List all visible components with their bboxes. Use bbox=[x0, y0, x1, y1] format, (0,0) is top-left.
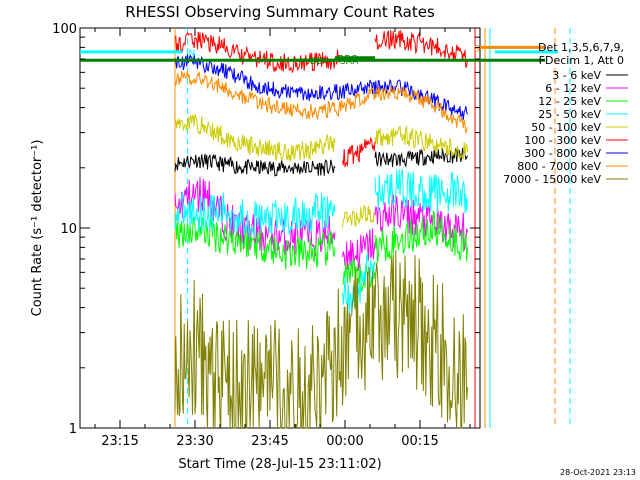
flag-label-5: DE bbox=[310, 57, 323, 67]
chart-title: RHESSI Observing Summary Count Rates bbox=[125, 3, 435, 21]
legend-label-2: 12 - 25 keV bbox=[538, 95, 601, 108]
legend-header-1: FDecim 1, Att 0 bbox=[539, 54, 624, 67]
series-2-segment-2 bbox=[374, 210, 468, 263]
x-tick-label-0: 23:15 bbox=[101, 434, 138, 449]
flag-label-4: RDO bbox=[338, 55, 358, 65]
x-axis-label: Start Time (28-Jul-15 23:11:02) bbox=[178, 457, 381, 472]
series-3-segment-2 bbox=[374, 168, 468, 214]
series-5-segment-2 bbox=[374, 30, 468, 68]
flag-label-0: N bbox=[189, 49, 196, 59]
legend-header-0: Det 1,3,5,6,7,9, bbox=[538, 41, 624, 54]
series-2-segment-0 bbox=[174, 215, 336, 270]
y-tick-label-2: 100 bbox=[52, 22, 77, 37]
series-8-segment-0 bbox=[174, 249, 468, 429]
series-0-segment-0 bbox=[174, 153, 336, 177]
series-4-segment-2 bbox=[374, 125, 468, 160]
series-7-segment-0 bbox=[174, 70, 468, 134]
axes: 23:15 23:30 23:45 00:00 00:15 1 10 100 bbox=[52, 22, 480, 449]
series-4-segment-0 bbox=[174, 113, 336, 162]
timestamp: 28-Oct-2021 23:13 bbox=[560, 468, 636, 477]
flag-label-1: S bbox=[474, 44, 480, 54]
series-1-segment-1 bbox=[342, 228, 376, 271]
series-0-segment-1 bbox=[374, 147, 468, 168]
y-tick-label-0: 1 bbox=[69, 422, 77, 437]
legend: Det 1,3,5,6,7,9,FDecim 1, Att 0 3 - 6 keV… bbox=[503, 41, 628, 186]
series-1-segment-0 bbox=[174, 177, 336, 257]
series-lines bbox=[174, 30, 468, 429]
legend-label-6: 300 - 800 keV bbox=[524, 147, 601, 160]
x-tick-label-4: 00:15 bbox=[401, 434, 438, 449]
series-5-segment-0 bbox=[174, 31, 341, 73]
series-4-segment-1 bbox=[342, 205, 376, 228]
series-3-segment-0 bbox=[174, 192, 336, 238]
legend-label-3: 25 - 50 keV bbox=[538, 108, 601, 121]
legend-label-0: 3 - 6 keV bbox=[552, 69, 601, 82]
x-tick-label-1: 23:30 bbox=[176, 434, 213, 449]
y-tick-label-1: 10 bbox=[60, 222, 77, 237]
y-axis-label: Count Rate (s⁻¹ detector⁻¹) bbox=[30, 140, 45, 317]
series-5-segment-1 bbox=[342, 136, 376, 168]
series-1-segment-2 bbox=[374, 191, 468, 251]
legend-label-8: 7000 - 15000 keV bbox=[503, 173, 601, 186]
legend-label-1: 6 - 12 keV bbox=[545, 82, 601, 95]
legend-label-4: 50 - 100 keV bbox=[531, 121, 601, 134]
legend-label-7: 800 - 7000 keV bbox=[517, 160, 601, 173]
legend-label-5: 100 - 300 keV bbox=[524, 134, 601, 147]
x-tick-label-2: 23:45 bbox=[251, 434, 288, 449]
x-tick-label-3: 00:00 bbox=[326, 434, 363, 449]
series-6-segment-0 bbox=[174, 53, 468, 120]
flag-label-3: SAA bbox=[340, 57, 359, 67]
